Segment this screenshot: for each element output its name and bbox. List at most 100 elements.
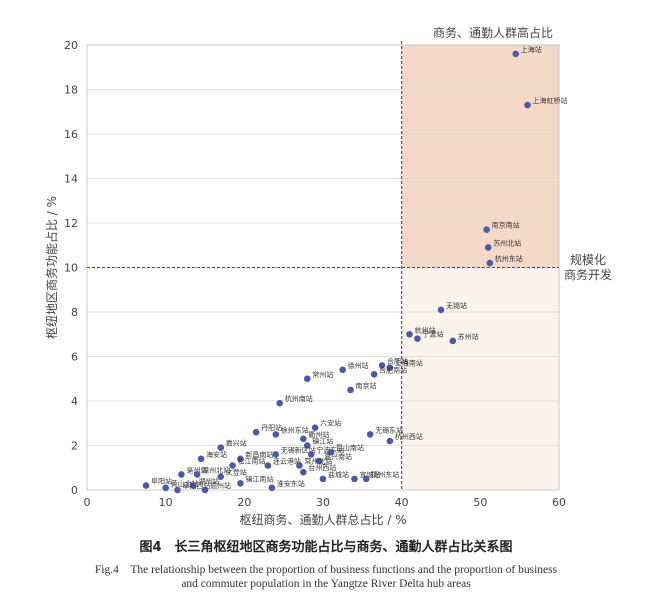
data-point: [272, 451, 280, 458]
data-point: [512, 50, 520, 58]
data-point-label: 无锡东站: [375, 425, 403, 434]
data-point-label: 六安站: [320, 419, 341, 428]
data-point-label: 扬州东站: [371, 470, 399, 479]
data-point: [217, 473, 225, 480]
data-point: [272, 431, 280, 438]
data-point: [229, 462, 236, 469]
top-right-annotation: 商务、通勤人群高占比: [433, 25, 553, 40]
y-tick-label: 20: [64, 39, 78, 52]
data-point-label: 黄山北站: [171, 479, 199, 488]
data-point: [193, 471, 201, 478]
data-point: [237, 455, 244, 463]
data-point: [327, 448, 335, 456]
data-point-label: 衢州站: [308, 430, 329, 439]
data-point-label: 苏州北站: [493, 238, 521, 247]
data-point: [142, 482, 150, 489]
data-point: [351, 475, 358, 483]
data-point-label: 镇江站: [312, 437, 333, 446]
x-tick-label: 40: [395, 496, 409, 509]
data-point: [483, 226, 490, 233]
figure-caption-chinese: 图4 长三角枢纽地区商务功能占比与商务、通勤人群占比关系图: [139, 540, 513, 555]
data-point-label: 嘉兴站: [226, 439, 247, 448]
data-point: [217, 444, 225, 452]
data-point: [300, 468, 307, 476]
data-point-label: 无锡新区站: [281, 445, 316, 454]
data-point: [362, 475, 370, 483]
data-point-label: 苏州站: [458, 332, 479, 341]
x-tick-label: 60: [552, 496, 566, 509]
data-point: [315, 457, 323, 465]
data-point: [386, 437, 394, 445]
data-point-label: 常州站: [312, 370, 333, 379]
data-point-label: 昆山南站: [336, 443, 364, 452]
data-point-label: 徐州站: [348, 361, 369, 370]
data-point: [307, 451, 315, 458]
y-tick-label: 0: [71, 484, 78, 497]
data-point: [303, 375, 311, 383]
data-point: [268, 484, 276, 492]
data-point-label: 宁波站: [422, 330, 443, 339]
data-point: [319, 475, 327, 483]
data-point: [370, 371, 378, 378]
data-point-label: 徐州东站: [281, 425, 309, 434]
data-point: [524, 101, 531, 109]
y-tick-label: 10: [64, 262, 78, 275]
x-tick-label: 0: [84, 496, 91, 509]
data-point: [174, 486, 181, 494]
y-tick-label: 14: [64, 173, 78, 186]
side-annotation-line2: 商务开发: [564, 267, 612, 282]
data-point: [300, 435, 307, 443]
y-tick-label: 8: [71, 306, 78, 319]
data-point-label: 德州站: [210, 481, 231, 490]
data-point: [178, 471, 185, 478]
data-point-label: 杭州东站: [495, 254, 523, 263]
data-point-label: 连云港站: [273, 457, 301, 466]
data-point-label: 上海站: [521, 45, 542, 54]
data-point-label: 文登站: [226, 468, 247, 477]
low-region-shade: [401, 267, 559, 490]
data-point-label: 阜阳西站: [182, 481, 210, 490]
data-point-label: 上海虹桥站: [533, 96, 568, 105]
y-tick-label: 12: [64, 217, 78, 230]
data-point: [484, 244, 492, 251]
y-tick-label: 18: [64, 84, 78, 97]
x-tick-label: 10: [159, 496, 173, 509]
data-point-label: 杭州站: [415, 325, 436, 334]
data-point: [303, 442, 311, 449]
y-tick-label: 6: [71, 351, 78, 364]
scatter-chart: 0 2 4 6 8 10 12 14 16 18 20 0 10 20 30 40 50 60 商务、通勤人群高占比…: [44, 25, 612, 527]
data-point: [486, 259, 494, 267]
data-point: [264, 462, 272, 469]
x-tick-label: 30: [316, 496, 330, 509]
data-point-label: 海安站: [206, 450, 227, 459]
data-point: [378, 362, 386, 369]
data-point: [406, 330, 413, 338]
data-point: [437, 306, 445, 314]
data-point: [276, 399, 284, 407]
figure-caption-english-line1: Fig.4 The relationship between the propo…: [94, 564, 558, 576]
side-annotation-line1: 规模化: [570, 252, 606, 267]
data-point-label: 丹阳站: [261, 423, 282, 432]
data-point-label: 亳州站: [186, 465, 207, 474]
data-point: [386, 364, 394, 371]
data-point-label: 上海南站: [395, 359, 423, 368]
x-axis-label: 枢纽商务、通勤人群总占比 / %: [239, 512, 406, 527]
data-point-label: 镇江南站: [245, 474, 273, 483]
data-point: [347, 386, 354, 394]
data-point-label: 新昌南站: [245, 450, 273, 459]
figure-caption-english-line2: and commuter population in the Yangtze R…: [181, 578, 471, 590]
data-point: [252, 428, 260, 436]
data-point-label: 杭州西站: [395, 432, 423, 441]
data-point: [311, 424, 319, 432]
data-point-label: 南京南站: [492, 221, 520, 230]
data-point-label: 阜阳站: [151, 477, 172, 486]
y-tick-label: 16: [64, 128, 78, 141]
y-tick-label: 2: [71, 440, 78, 453]
x-tick-label: 50: [473, 496, 487, 509]
data-point-label: 合肥站: [387, 356, 408, 365]
data-point: [339, 366, 346, 374]
data-point-label: 松江南站: [238, 457, 266, 466]
data-point-label: 常州北站: [304, 457, 332, 466]
data-point-label: 南京站: [356, 381, 377, 390]
data-point-label: 嘉兴南站: [324, 452, 352, 461]
